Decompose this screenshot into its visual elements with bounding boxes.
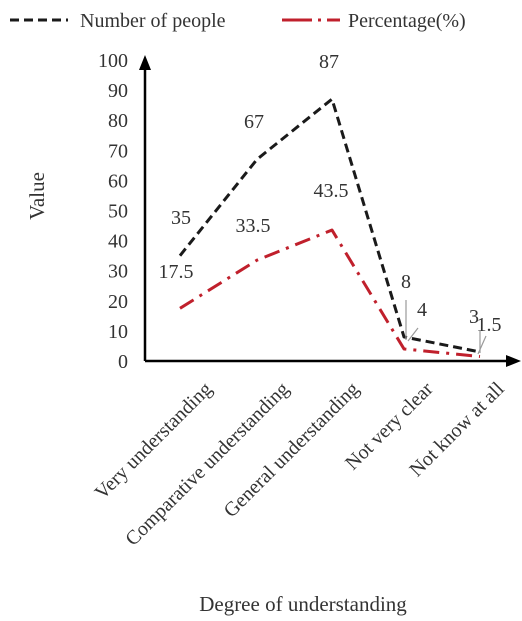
data-label: 3 [469,306,479,328]
data-label: 35 [171,207,191,229]
y-tick-label: 90 [108,80,128,102]
legend: Number of people Percentage(%) [10,10,466,32]
y-tick-labels: 0 10 20 30 40 50 60 70 80 90 100 [98,50,128,373]
data-label: 67 [244,111,264,133]
data-label: 1.5 [477,314,502,336]
data-label: 43.5 [314,180,349,202]
series-line-percentage [179,228,481,358]
y-tick-label: 50 [108,201,128,223]
legend-label-percentage: Percentage(%) [348,10,466,32]
y-tick-label: 10 [108,321,128,343]
y-tick-label: 60 [108,170,128,192]
x-axis-arrow [506,355,521,367]
y-tick-label: 80 [108,110,128,132]
data-label: 17.5 [159,261,194,283]
y-axis-title: Value [25,172,49,220]
y-tick-label: 0 [118,351,128,373]
x-axis-title: Degree of understanding [199,592,407,616]
data-label-leader [407,327,419,342]
data-label: 4 [417,299,427,321]
data-label: 33.5 [236,215,271,237]
data-label-leader [477,335,487,355]
legend-label-number-of-people: Number of people [80,10,226,32]
series-lines [178,97,481,358]
y-tick-label: 70 [108,140,128,162]
y-tick-label: 30 [108,261,128,283]
y-tick-label: 100 [98,50,128,72]
x-tick-label: General understanding [220,378,364,522]
data-label: 8 [401,271,411,293]
y-axis-arrow [139,55,151,70]
data-label: 87 [319,51,339,73]
data-labels: 35 67 87 8 3 17.5 33.5 43.5 4 1.5 [159,51,502,355]
series-line-number-of-people [178,97,481,354]
axes [139,55,521,367]
y-tick-label: 40 [108,231,128,253]
y-tick-label: 20 [108,291,128,313]
